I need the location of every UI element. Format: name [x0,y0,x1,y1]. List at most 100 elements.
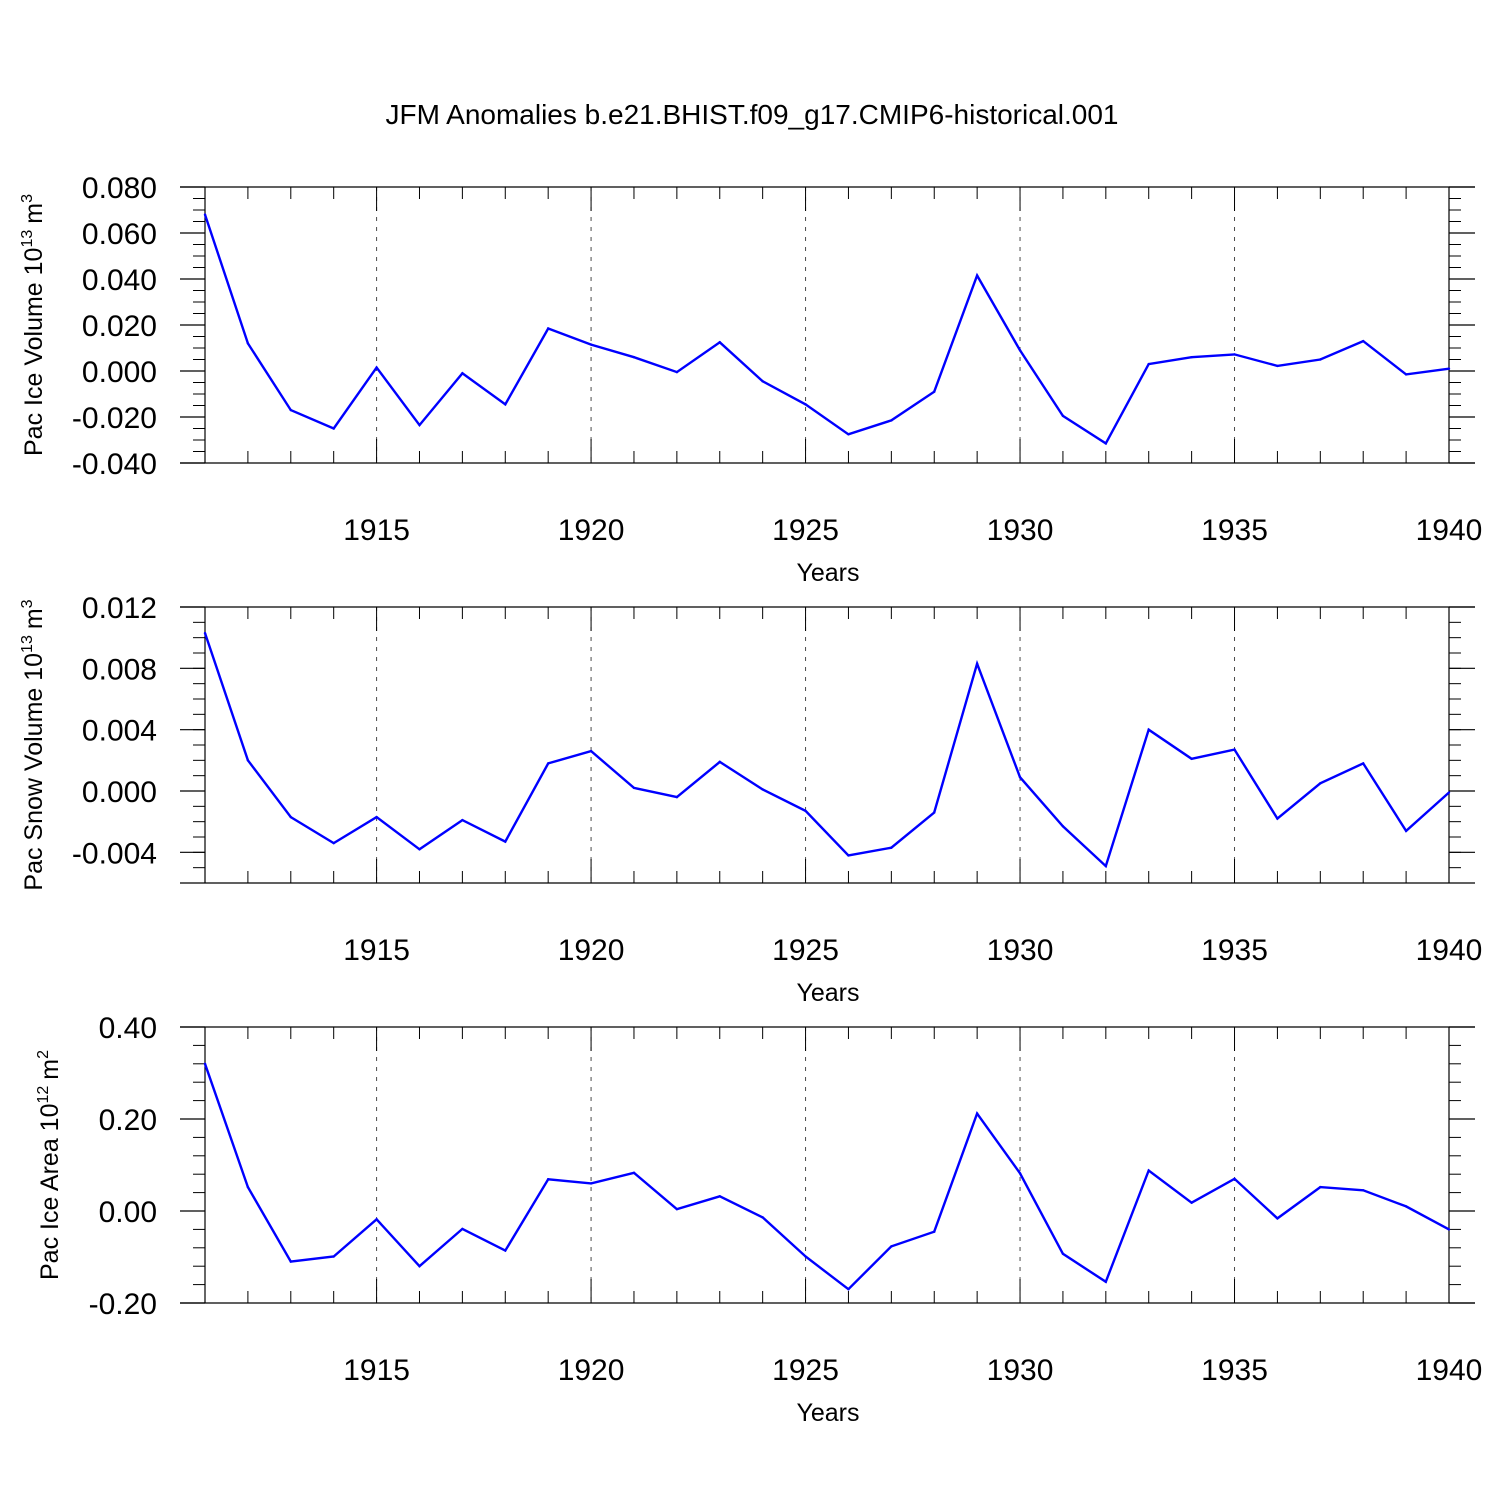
data-point [203,631,207,635]
data-point [418,423,421,427]
y-axis-title-text: Pac Snow Volume 10 [20,653,48,891]
data-point [1061,414,1065,418]
data-point [546,327,550,330]
x-tick-label: 1935 [1201,1354,1268,1387]
data-point [1147,728,1150,731]
y-tick-label: -0.004 [72,837,157,870]
data-point [1319,358,1322,361]
x-tick-label: 1915 [343,514,410,547]
data-point [761,380,764,383]
x-tick-label: 1920 [558,1354,625,1387]
data-point [504,840,507,843]
data-point [804,809,807,813]
data-point [1319,782,1322,785]
data-point [632,786,636,790]
data-point [1190,1201,1193,1204]
data-point [461,818,464,822]
data-point [975,274,979,277]
y-axis-title: Pac Ice Volume 1013 m3 [19,194,48,456]
data-point [1190,757,1193,760]
y-tick-label: 0.000 [82,356,157,389]
data-point [1104,864,1108,868]
data-point [461,372,464,375]
data-point [1447,1228,1451,1231]
data-point [504,403,507,406]
data-point [804,403,807,406]
y-tick-label: 0.40 [99,1012,157,1045]
y-tick-label: 0.00 [99,1196,157,1229]
data-point [847,1288,850,1291]
data-point [1147,1169,1150,1172]
x-tick-label: 1930 [987,514,1054,547]
data-point [847,854,850,857]
data-point [589,1182,593,1185]
y-tick-label: 0.012 [82,592,157,625]
data-point [1061,825,1065,828]
x-axis-title: Years [796,979,859,1007]
x-tick-label: 1940 [1416,514,1483,547]
data-point [1276,1217,1279,1220]
data-point [1104,1280,1108,1284]
data-point [546,1178,550,1181]
data-point [1018,1172,1022,1175]
data-point [933,390,936,393]
y-axis-title-unit-exponent: 3 [19,599,36,608]
x-tick-label: 1925 [772,934,839,967]
data-point [1362,1189,1365,1192]
y-axis-title-unit-exponent: 3 [19,194,36,203]
data-point [1447,791,1451,794]
data-point [1018,349,1022,352]
data-point [761,788,764,791]
y-axis-title-text: Pac Ice Volume 10 [20,248,48,456]
data-point [1362,339,1365,343]
data-point [418,848,421,851]
data-point [589,749,593,753]
data-point [675,1207,679,1211]
y-tick-label: 0.040 [82,264,157,297]
x-tick-label: 1940 [1416,1354,1483,1387]
y-tick-label: 0.20 [99,1104,157,1137]
y-tick-label: -0.040 [72,448,157,481]
x-tick-label: 1930 [987,934,1054,967]
y-axis-title-exponent: 13 [19,635,36,653]
data-point [975,1112,979,1115]
x-tick-label: 1935 [1201,934,1268,967]
data-point [246,1185,250,1189]
data-point [203,1062,207,1066]
data-point [289,1260,292,1263]
data-point [1404,829,1408,833]
series-line-snow-volume [203,632,1450,869]
y-axis-title: Pac Snow Volume 1013 m3 [19,599,48,890]
y-axis-title-text: Pac Ice Area 10 [36,1104,64,1281]
data-point [546,762,550,765]
x-tick-label: 1930 [987,1354,1054,1387]
y-axis-title: Pac Ice Area 1012 m2 [35,1050,64,1280]
data-point [1404,1205,1408,1208]
x-tick-label: 1925 [772,1354,839,1387]
data-point [718,760,721,764]
x-tick-label: 1920 [558,514,625,547]
data-point [1447,367,1451,370]
y-tick-label: 0.008 [82,653,157,686]
data-point [375,1218,378,1221]
data-point [1190,356,1193,359]
series-line-ice-volume [203,214,1450,446]
data-point [1319,1185,1322,1189]
chart-title: JFM Anomalies b.e21.BHIST.f09_g17.CMIP6-… [385,99,1118,130]
data-point [890,419,893,422]
y-axis-title-exponent: 13 [19,230,36,248]
x-tick-label: 1915 [343,934,410,967]
data-point [632,1171,636,1175]
y-tick-label: 0.020 [82,310,157,343]
data-point [1061,1252,1065,1255]
x-tick-label: 1915 [343,1354,410,1387]
y-tick-label: 0.000 [82,776,157,809]
data-point [718,1195,721,1198]
y-tick-label: 0.080 [82,172,157,205]
data-point [933,811,936,814]
data-point [675,370,679,374]
data-point [289,408,292,412]
x-tick-label: 1935 [1201,514,1268,547]
data-point [504,1249,507,1252]
